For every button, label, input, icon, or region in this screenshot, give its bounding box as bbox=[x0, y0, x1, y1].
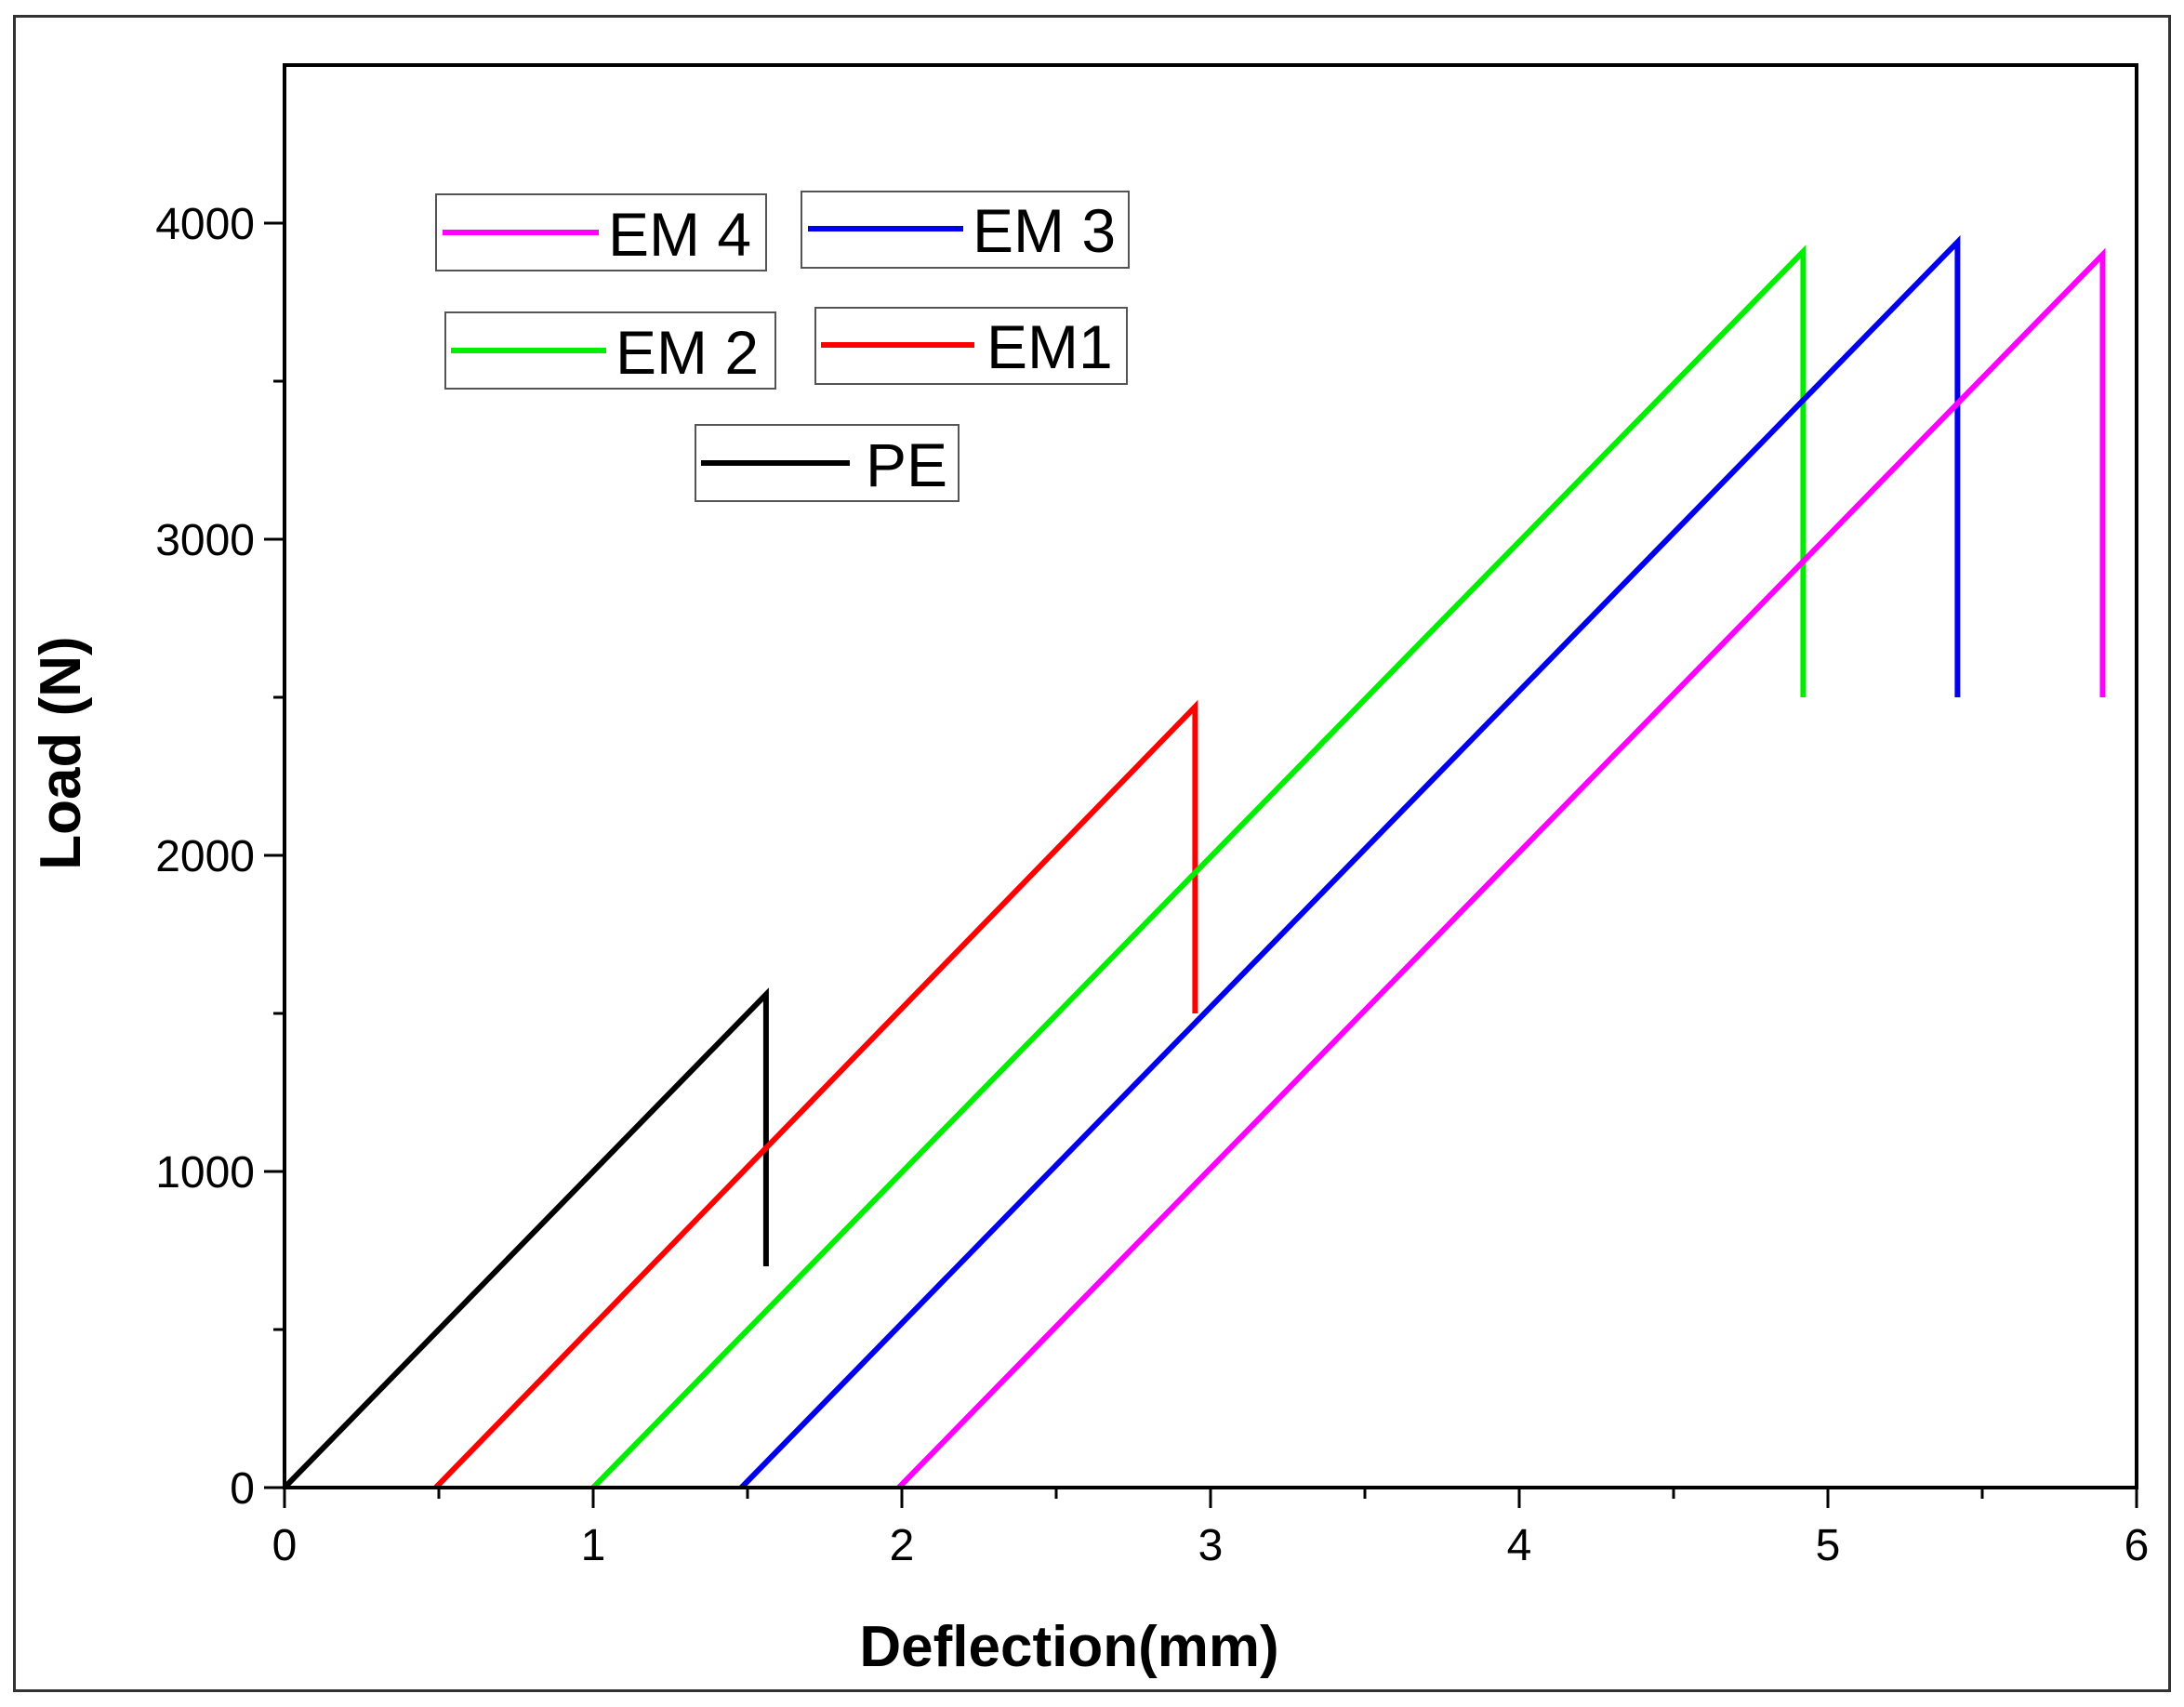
series-line-em3 bbox=[739, 235, 1961, 1490]
x-tick-label: 4 bbox=[1507, 1521, 1532, 1570]
legend-label-em2: EM 2 bbox=[615, 318, 759, 387]
x-tick-label: 5 bbox=[1816, 1521, 1841, 1570]
legend-label-pe: PE bbox=[866, 430, 947, 499]
legend-em1: EM1 bbox=[814, 307, 1128, 385]
legend-pe: PE bbox=[695, 424, 960, 502]
x-tick-label: 6 bbox=[2124, 1521, 2150, 1570]
x-tick-label: 0 bbox=[272, 1521, 298, 1570]
x-axis-ticks: 0 1 2 3 4 5 6 bbox=[272, 1488, 2150, 1570]
y-tick-label: 3000 bbox=[155, 516, 255, 565]
y-tick-label: 1000 bbox=[155, 1148, 255, 1198]
series-line-pe bbox=[282, 987, 769, 1490]
legend-label-em1: EM1 bbox=[986, 312, 1113, 381]
series-line-em4 bbox=[896, 247, 2106, 1490]
y-axis-title: Load (N) bbox=[29, 636, 93, 869]
legend-label-em4: EM 4 bbox=[608, 200, 751, 269]
plot-lines bbox=[282, 235, 2106, 1490]
figure-frame bbox=[13, 15, 2171, 1692]
x-axis-title: Deflection(mm) bbox=[859, 1615, 1278, 1679]
legend-em2: EM 2 bbox=[444, 311, 776, 390]
x-tick-label: 2 bbox=[890, 1521, 915, 1570]
series-line-em2 bbox=[590, 245, 1807, 1490]
legend-em3: EM 3 bbox=[801, 191, 1130, 269]
y-axis-ticks: 0 1000 2000 3000 4000 bbox=[155, 200, 285, 1514]
y-tick-label: 4000 bbox=[155, 200, 255, 249]
y-tick-label: 2000 bbox=[155, 832, 255, 881]
legend-em4: EM 4 bbox=[435, 193, 767, 271]
y-tick-label: 0 bbox=[230, 1464, 255, 1514]
x-tick-label: 3 bbox=[1198, 1521, 1224, 1570]
plot-area bbox=[283, 63, 2138, 1489]
x-tick-label: 1 bbox=[581, 1521, 606, 1570]
series-line-em1 bbox=[433, 699, 1198, 1490]
legend-label-em3: EM 3 bbox=[973, 196, 1116, 265]
